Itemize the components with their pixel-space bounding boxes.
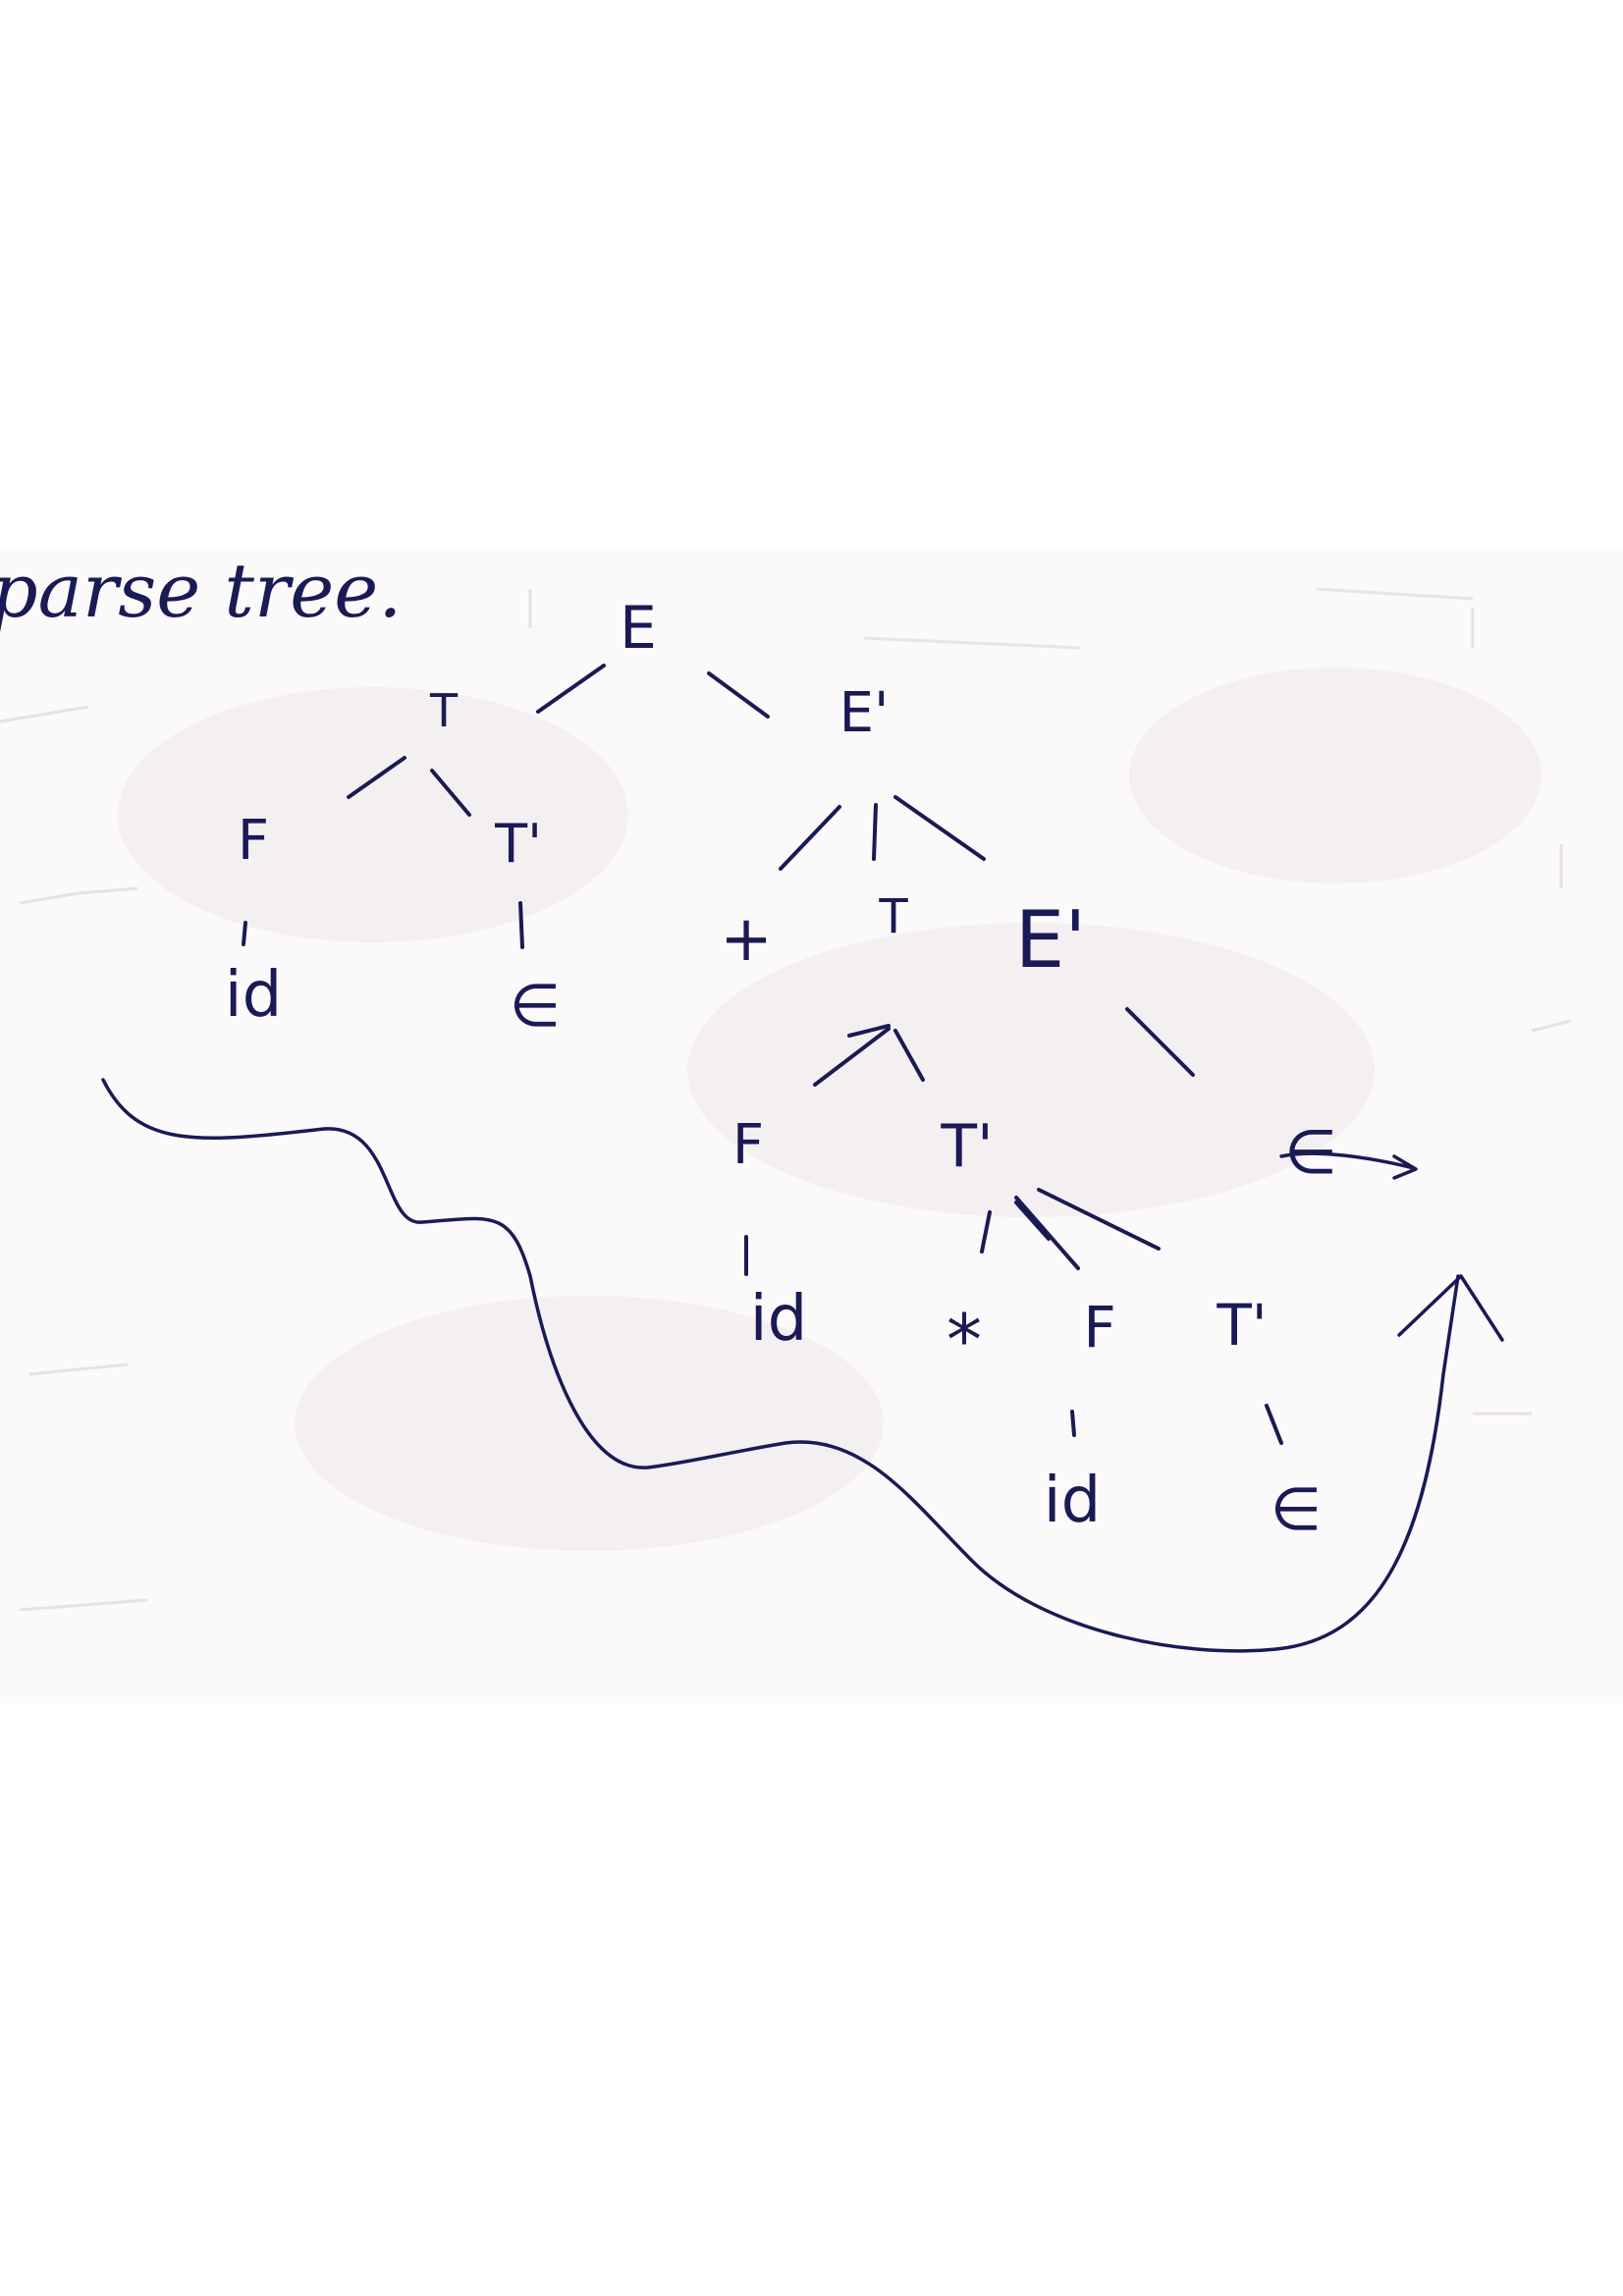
tree-node-f-2: F bbox=[732, 1113, 764, 1177]
tree-edge-T_1-to-T_prime_1 bbox=[430, 769, 471, 817]
tree-node-eps-3: ∈ bbox=[1271, 1475, 1322, 1544]
tree-edge-T_prime_3-to-eps_3 bbox=[1265, 1404, 1283, 1445]
tree-edge-T_2-to-T_prime_2 bbox=[893, 1029, 925, 1082]
tree-node-e-prime-1: E' bbox=[839, 681, 890, 745]
tree-nodes: ET E'F T'id ∈+ T E'F T' ∈id * F T'id ∈ bbox=[225, 594, 1337, 1544]
traversal-arrow bbox=[101, 1078, 1460, 1653]
paper-photo bbox=[0, 550, 1623, 1703]
tree-node-t-2: T bbox=[878, 889, 908, 944]
tree-edge-T_prime_2-to-star bbox=[980, 1210, 992, 1254]
tree-edge-T_prime_2-to-F_3 bbox=[1014, 1196, 1080, 1270]
bleed-through-marks bbox=[0, 587, 1572, 1612]
tree-node-id-2: id bbox=[750, 1283, 807, 1356]
tree-node-id-3: id bbox=[1044, 1465, 1101, 1537]
heading-text: parse tree. bbox=[0, 547, 402, 634]
tree-node-f-3: F bbox=[1083, 1294, 1115, 1361]
tree-node-t-prime-1: T' bbox=[494, 813, 542, 875]
tree-node-f-1: F bbox=[238, 809, 269, 873]
tree-edge-E_root-to-T_1 bbox=[536, 664, 606, 714]
tree-edge-E_prime_1-to-plus bbox=[779, 805, 841, 871]
tree-node-eps-1: ∈ bbox=[510, 972, 561, 1041]
tree-edge-E_root-to-E_prime_1 bbox=[707, 671, 770, 719]
tree-node-id-1: id bbox=[225, 959, 282, 1032]
tree-node-star: * bbox=[947, 1299, 982, 1381]
traversal-arrowhead bbox=[1397, 1274, 1504, 1342]
tree-edge-T_prime_1-to-eps_1 bbox=[518, 901, 524, 949]
tree-edge-F_1-to-id_1 bbox=[242, 921, 247, 946]
tree-node-e-prime-2: E' bbox=[1015, 894, 1087, 986]
tree-edge-F_3-to-id_3 bbox=[1070, 1410, 1076, 1437]
tree-node-t-prime-3: T' bbox=[1216, 1292, 1267, 1359]
tree-node-t-1: T bbox=[429, 684, 459, 737]
tree-edge-E_prime_1-to-E_prime_2 bbox=[893, 795, 986, 861]
tree-node-plus: + bbox=[720, 903, 773, 976]
tree-edge-E_prime_1-to-T_2 bbox=[872, 803, 878, 861]
tree-edge-stroke-extra-1 bbox=[1014, 1201, 1051, 1241]
tree-edge-E_prime_2-to-eps_2 bbox=[1125, 1007, 1195, 1077]
tree-node-t-prime-2: T' bbox=[940, 1112, 993, 1181]
tree-edges bbox=[242, 664, 1283, 1445]
tree-edge-T_1-to-F_1 bbox=[347, 756, 406, 799]
tree-edge-T_prime_2-to-T_prime_3 bbox=[1037, 1188, 1161, 1251]
tree-edge-T_2-to-F_2 bbox=[813, 1027, 891, 1087]
tree-node-e-root: E bbox=[620, 594, 657, 663]
tree-edge-stroke-extra-0 bbox=[847, 1024, 891, 1038]
epsilon-pointer-arrow bbox=[1279, 1151, 1418, 1180]
